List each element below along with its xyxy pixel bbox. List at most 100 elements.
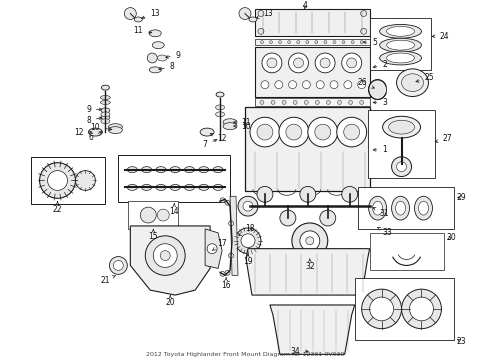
Ellipse shape (389, 120, 415, 134)
Ellipse shape (149, 67, 161, 73)
Circle shape (326, 100, 330, 104)
Circle shape (257, 186, 273, 202)
Text: 19: 19 (243, 254, 253, 266)
Ellipse shape (199, 184, 209, 190)
Ellipse shape (216, 105, 224, 110)
Ellipse shape (395, 201, 406, 215)
Circle shape (113, 261, 123, 270)
Circle shape (324, 41, 327, 44)
Ellipse shape (127, 167, 137, 172)
Ellipse shape (134, 17, 142, 22)
Text: 26: 26 (358, 78, 374, 88)
Text: 8: 8 (86, 116, 102, 125)
Circle shape (286, 124, 302, 140)
Circle shape (294, 58, 303, 68)
Circle shape (279, 41, 282, 44)
Ellipse shape (380, 24, 421, 38)
Text: 3: 3 (373, 98, 387, 107)
Circle shape (109, 257, 127, 274)
Ellipse shape (213, 184, 223, 190)
Ellipse shape (396, 69, 428, 96)
Circle shape (270, 41, 272, 44)
Circle shape (124, 8, 136, 19)
Circle shape (333, 41, 336, 44)
Text: 33: 33 (377, 228, 392, 237)
Ellipse shape (142, 184, 151, 190)
Ellipse shape (89, 128, 102, 136)
Circle shape (302, 81, 310, 89)
Circle shape (250, 117, 280, 147)
Circle shape (344, 81, 352, 89)
Ellipse shape (392, 196, 410, 220)
Ellipse shape (170, 167, 180, 172)
Circle shape (153, 244, 177, 267)
Ellipse shape (108, 124, 122, 131)
Circle shape (207, 244, 217, 253)
Text: 1: 1 (373, 145, 387, 154)
Bar (369, 18, 432, 70)
Text: 9: 9 (86, 105, 102, 114)
Circle shape (225, 270, 230, 275)
Text: 21: 21 (100, 276, 116, 285)
Circle shape (396, 162, 407, 172)
Text: 11: 11 (134, 26, 152, 35)
Circle shape (157, 209, 169, 221)
Circle shape (238, 196, 258, 216)
Circle shape (369, 297, 393, 321)
Text: 17: 17 (212, 239, 227, 251)
Bar (245, 107, 369, 192)
Bar (30, 157, 105, 204)
Text: 10: 10 (234, 122, 251, 131)
Ellipse shape (368, 212, 382, 226)
Circle shape (410, 297, 434, 321)
Text: 25: 25 (416, 73, 434, 82)
Ellipse shape (213, 167, 223, 172)
Ellipse shape (372, 201, 383, 215)
Circle shape (235, 228, 261, 253)
Bar (119, 155, 230, 202)
Ellipse shape (387, 53, 415, 63)
Ellipse shape (249, 17, 257, 22)
Circle shape (271, 100, 275, 104)
Text: 31: 31 (373, 208, 390, 217)
Bar (355, 278, 454, 339)
Circle shape (140, 207, 156, 223)
Ellipse shape (380, 38, 421, 52)
Circle shape (261, 81, 269, 89)
Circle shape (342, 41, 345, 44)
Ellipse shape (157, 55, 167, 61)
Text: 2012 Toyota Highlander Front Mount Diagram for 12361-0V030: 2012 Toyota Highlander Front Mount Diagr… (146, 352, 344, 357)
Circle shape (361, 10, 367, 17)
Circle shape (289, 81, 296, 89)
Circle shape (258, 10, 264, 17)
Ellipse shape (101, 115, 110, 120)
Circle shape (279, 117, 309, 147)
Circle shape (225, 200, 230, 205)
Text: 6: 6 (88, 131, 102, 141)
Circle shape (320, 210, 336, 226)
Bar (369, 233, 444, 270)
Bar (255, 99, 369, 107)
Circle shape (320, 58, 330, 68)
Circle shape (348, 100, 353, 104)
Ellipse shape (108, 127, 122, 134)
Ellipse shape (387, 40, 415, 50)
Circle shape (293, 100, 297, 104)
Circle shape (337, 117, 367, 147)
Circle shape (241, 234, 255, 248)
Ellipse shape (127, 184, 137, 190)
Text: 10: 10 (91, 123, 112, 132)
Ellipse shape (216, 112, 224, 117)
Ellipse shape (200, 128, 214, 136)
Ellipse shape (142, 167, 151, 172)
Circle shape (316, 100, 319, 104)
Polygon shape (246, 249, 369, 295)
Circle shape (75, 171, 96, 190)
Circle shape (338, 100, 342, 104)
Text: 15: 15 (148, 229, 158, 241)
Bar (368, 111, 436, 177)
Ellipse shape (101, 85, 109, 90)
Ellipse shape (156, 184, 166, 190)
Circle shape (292, 223, 328, 258)
Circle shape (239, 8, 251, 19)
